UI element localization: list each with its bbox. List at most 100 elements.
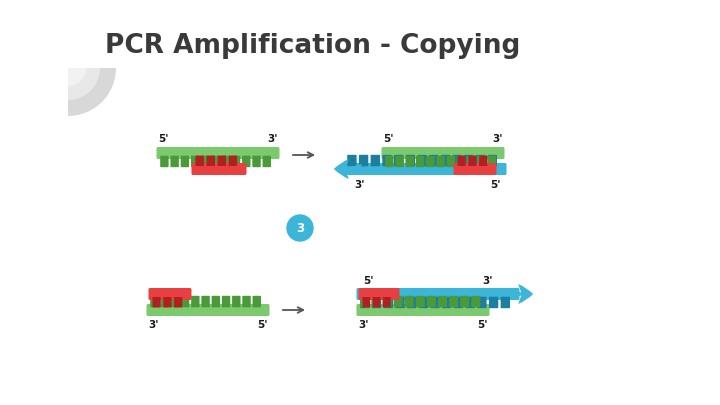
FancyBboxPatch shape bbox=[395, 297, 405, 308]
FancyBboxPatch shape bbox=[146, 304, 269, 316]
FancyBboxPatch shape bbox=[232, 156, 240, 167]
FancyBboxPatch shape bbox=[382, 155, 392, 166]
FancyBboxPatch shape bbox=[477, 297, 487, 308]
FancyBboxPatch shape bbox=[464, 155, 474, 166]
FancyBboxPatch shape bbox=[446, 156, 455, 167]
FancyBboxPatch shape bbox=[163, 297, 171, 307]
FancyBboxPatch shape bbox=[347, 155, 356, 166]
Text: 3': 3' bbox=[492, 134, 503, 145]
Wedge shape bbox=[68, 68, 86, 86]
FancyBboxPatch shape bbox=[467, 156, 475, 167]
FancyBboxPatch shape bbox=[156, 147, 279, 159]
FancyBboxPatch shape bbox=[472, 296, 480, 307]
FancyBboxPatch shape bbox=[360, 297, 369, 308]
FancyBboxPatch shape bbox=[150, 296, 158, 307]
FancyBboxPatch shape bbox=[442, 297, 451, 308]
FancyBboxPatch shape bbox=[477, 156, 486, 167]
FancyBboxPatch shape bbox=[372, 297, 382, 308]
FancyBboxPatch shape bbox=[359, 155, 369, 166]
FancyBboxPatch shape bbox=[407, 297, 416, 308]
FancyBboxPatch shape bbox=[161, 296, 169, 307]
FancyBboxPatch shape bbox=[359, 288, 400, 300]
FancyBboxPatch shape bbox=[212, 296, 220, 307]
FancyBboxPatch shape bbox=[232, 296, 240, 307]
FancyBboxPatch shape bbox=[243, 296, 251, 307]
Wedge shape bbox=[68, 68, 100, 100]
FancyBboxPatch shape bbox=[500, 297, 510, 308]
FancyBboxPatch shape bbox=[466, 297, 475, 308]
FancyBboxPatch shape bbox=[153, 297, 161, 307]
Text: 3': 3' bbox=[355, 179, 365, 190]
FancyBboxPatch shape bbox=[479, 156, 487, 166]
FancyBboxPatch shape bbox=[202, 296, 210, 307]
FancyBboxPatch shape bbox=[207, 156, 215, 166]
Text: 5': 5' bbox=[490, 179, 500, 190]
FancyBboxPatch shape bbox=[405, 156, 414, 167]
FancyBboxPatch shape bbox=[429, 155, 438, 166]
Text: 3': 3' bbox=[358, 320, 369, 330]
FancyBboxPatch shape bbox=[201, 156, 210, 167]
FancyBboxPatch shape bbox=[431, 297, 440, 308]
FancyBboxPatch shape bbox=[416, 156, 424, 167]
Text: PCR Amplification - Copying: PCR Amplification - Copying bbox=[105, 33, 521, 59]
FancyBboxPatch shape bbox=[405, 155, 415, 166]
FancyBboxPatch shape bbox=[487, 155, 497, 166]
FancyBboxPatch shape bbox=[362, 297, 370, 307]
Text: 3': 3' bbox=[482, 275, 493, 286]
FancyBboxPatch shape bbox=[242, 156, 251, 167]
Text: 5': 5' bbox=[363, 275, 374, 286]
FancyBboxPatch shape bbox=[263, 156, 271, 167]
FancyBboxPatch shape bbox=[449, 296, 458, 307]
FancyBboxPatch shape bbox=[222, 296, 230, 307]
FancyBboxPatch shape bbox=[427, 296, 436, 307]
FancyBboxPatch shape bbox=[229, 156, 237, 166]
FancyBboxPatch shape bbox=[438, 296, 447, 307]
FancyBboxPatch shape bbox=[487, 156, 496, 167]
Circle shape bbox=[287, 215, 313, 241]
Text: 5': 5' bbox=[383, 134, 394, 145]
Text: 3: 3 bbox=[296, 222, 304, 234]
FancyBboxPatch shape bbox=[489, 297, 498, 308]
FancyBboxPatch shape bbox=[468, 156, 477, 166]
FancyBboxPatch shape bbox=[372, 296, 380, 307]
Text: 3': 3' bbox=[268, 134, 278, 145]
FancyBboxPatch shape bbox=[382, 296, 392, 307]
FancyBboxPatch shape bbox=[441, 155, 450, 166]
FancyBboxPatch shape bbox=[418, 155, 427, 166]
FancyBboxPatch shape bbox=[385, 156, 394, 167]
FancyBboxPatch shape bbox=[174, 297, 182, 307]
Text: 5': 5' bbox=[158, 134, 168, 145]
FancyBboxPatch shape bbox=[373, 297, 380, 307]
Text: 5': 5' bbox=[477, 320, 488, 330]
FancyBboxPatch shape bbox=[476, 155, 485, 166]
FancyBboxPatch shape bbox=[457, 156, 466, 166]
FancyBboxPatch shape bbox=[457, 156, 465, 167]
FancyBboxPatch shape bbox=[222, 156, 230, 167]
Text: 3': 3' bbox=[148, 320, 158, 330]
FancyBboxPatch shape bbox=[191, 296, 199, 307]
FancyBboxPatch shape bbox=[394, 155, 403, 166]
FancyBboxPatch shape bbox=[371, 155, 380, 166]
FancyBboxPatch shape bbox=[148, 288, 192, 300]
FancyBboxPatch shape bbox=[419, 297, 428, 308]
FancyBboxPatch shape bbox=[356, 304, 490, 316]
FancyBboxPatch shape bbox=[454, 297, 463, 308]
FancyBboxPatch shape bbox=[171, 156, 179, 167]
FancyBboxPatch shape bbox=[394, 296, 402, 307]
FancyBboxPatch shape bbox=[191, 156, 199, 167]
FancyBboxPatch shape bbox=[384, 297, 393, 308]
FancyBboxPatch shape bbox=[181, 156, 189, 167]
FancyBboxPatch shape bbox=[383, 297, 391, 307]
FancyBboxPatch shape bbox=[356, 288, 520, 300]
FancyBboxPatch shape bbox=[196, 156, 204, 166]
FancyBboxPatch shape bbox=[171, 296, 179, 307]
FancyBboxPatch shape bbox=[436, 156, 445, 167]
Text: 5': 5' bbox=[258, 320, 268, 330]
FancyBboxPatch shape bbox=[253, 296, 261, 307]
FancyBboxPatch shape bbox=[181, 296, 189, 307]
FancyBboxPatch shape bbox=[395, 156, 404, 167]
FancyBboxPatch shape bbox=[460, 296, 469, 307]
FancyBboxPatch shape bbox=[426, 156, 435, 167]
Wedge shape bbox=[68, 68, 116, 116]
FancyBboxPatch shape bbox=[343, 163, 506, 175]
